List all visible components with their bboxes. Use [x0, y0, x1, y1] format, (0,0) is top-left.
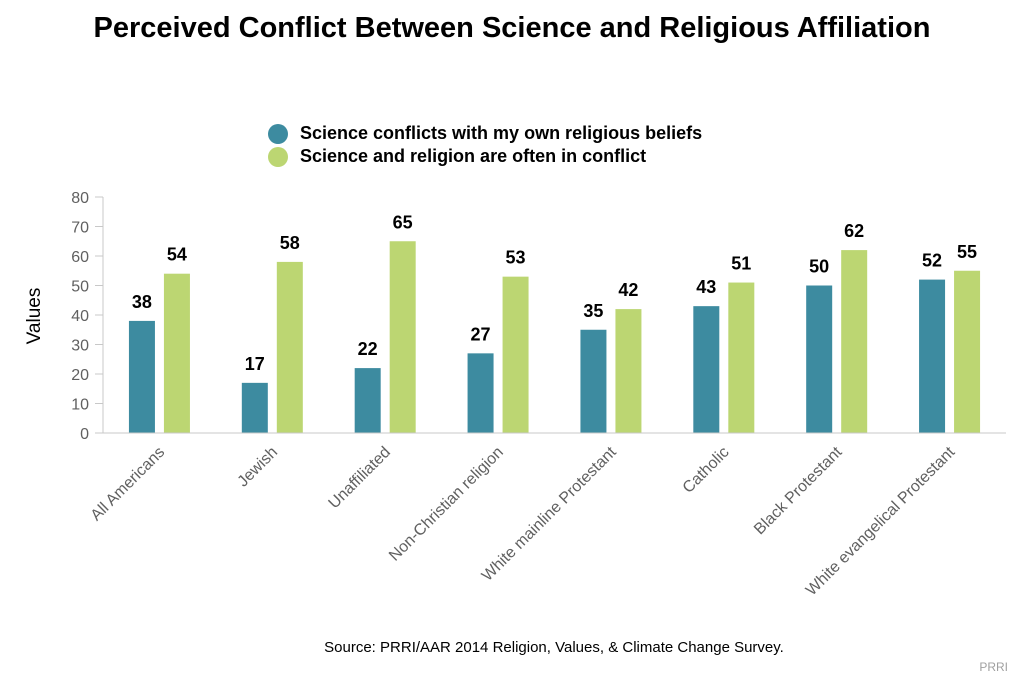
- bar-series-1: [693, 306, 720, 433]
- x-tick-label: Catholic: [680, 444, 733, 497]
- bars: [128, 241, 981, 433]
- legend: Science conflicts with my own religious …: [268, 122, 702, 168]
- legend-swatch-series-1: [268, 123, 288, 144]
- x-tick-label: Non-Christian religion: [386, 444, 507, 565]
- y-tick-label: 50: [71, 279, 89, 296]
- data-label: 42: [618, 280, 638, 300]
- data-label: 55: [957, 242, 977, 262]
- y-tick-label: 0: [80, 426, 89, 443]
- bar-series-1: [354, 368, 381, 433]
- legend-label-series-2: Science and religion are often in confli…: [300, 146, 647, 166]
- bar-series-2: [276, 261, 303, 433]
- data-label: 53: [506, 248, 526, 268]
- data-label: 65: [393, 212, 413, 232]
- bar-series-2: [389, 241, 416, 433]
- chart-title: Perceived Conflict Between Science and R…: [93, 12, 931, 44]
- bar-series-1: [580, 329, 607, 433]
- bar-series-1: [241, 382, 268, 433]
- bar-series-1: [806, 285, 833, 433]
- data-label: 51: [731, 254, 751, 274]
- data-label: 22: [358, 339, 378, 359]
- data-label: 50: [809, 257, 829, 277]
- bar-series-2: [954, 270, 981, 433]
- brand-mark: PRRI: [979, 660, 1008, 674]
- x-tick-label: Unaffiliated: [326, 444, 394, 512]
- bar-series-2: [841, 250, 868, 433]
- source-note: Source: PRRI/AAR 2014 Religion, Values, …: [324, 639, 784, 656]
- data-label: 58: [280, 233, 300, 253]
- y-tick-label: 20: [71, 367, 89, 384]
- bar-series-1: [128, 320, 155, 433]
- y-axis: 0 10 20 30 40 50 60 70 80: [71, 190, 104, 443]
- x-tick-label: Jewish: [235, 444, 282, 491]
- x-tick-label: All Americans: [88, 444, 169, 525]
- data-label: 38: [132, 292, 152, 312]
- legend-item-series-2[interactable]: Science and religion are often in confli…: [268, 145, 702, 168]
- x-axis: All Americans Jewish UnaffiliatedNon-Chris…: [88, 432, 1006, 599]
- data-label: 35: [583, 301, 603, 321]
- x-tick-label: White mainline Protestant: [479, 443, 620, 584]
- y-tick-label: 70: [71, 220, 89, 237]
- x-tick-label: Black Protestant: [751, 443, 846, 538]
- data-label: 54: [167, 245, 187, 265]
- y-tick-label: 30: [71, 338, 89, 355]
- data-label: 52: [922, 251, 942, 271]
- data-label: 62: [844, 221, 864, 241]
- bar-series-2: [728, 282, 755, 433]
- legend-item-series-1[interactable]: Science conflicts with my own religious …: [268, 122, 702, 145]
- bar-series-2: [163, 273, 190, 433]
- data-label: 17: [245, 354, 265, 374]
- y-tick-label: 10: [71, 397, 89, 414]
- bar-series-2: [502, 276, 529, 433]
- bar-series-1: [919, 279, 946, 433]
- y-axis-title: Values: [24, 288, 45, 345]
- bar-series-1: [467, 353, 494, 433]
- data-label: 43: [696, 277, 716, 297]
- y-tick-label: 40: [71, 308, 89, 325]
- legend-label-series-1: Science conflicts with my own religious …: [300, 123, 703, 143]
- bar-series-2: [615, 309, 642, 433]
- legend-swatch-series-2: [268, 146, 288, 167]
- value-labels: 38 54 17 58 22 65 27 53 35 42 43 51 50 62 52 55: [132, 212, 977, 374]
- y-tick-label: 60: [71, 249, 89, 266]
- y-tick-label: 80: [71, 190, 89, 207]
- data-label: 27: [471, 324, 491, 344]
